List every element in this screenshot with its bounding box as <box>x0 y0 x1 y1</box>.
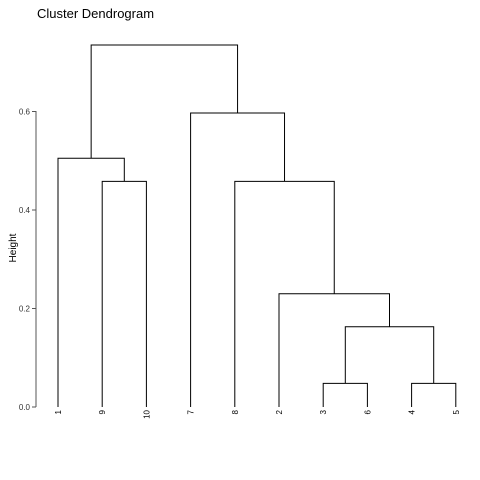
branch-m3 <box>345 327 433 384</box>
y-tick-label: 0.6 <box>19 108 31 117</box>
leaf-label: 3 <box>319 409 328 414</box>
branch-m4 <box>279 294 390 407</box>
leaf-label: 10 <box>142 409 151 418</box>
leaf-label: 9 <box>98 409 107 414</box>
branch-m7 <box>58 158 124 407</box>
branch-m9 <box>91 45 237 158</box>
branch-m1 <box>323 383 367 407</box>
branch-m8 <box>191 113 285 407</box>
leaf-label: 2 <box>275 409 284 414</box>
leaf-label: 4 <box>408 409 417 414</box>
chart-title: Cluster Dendrogram <box>37 6 154 21</box>
y-tick-label: 0.4 <box>19 206 31 215</box>
y-tick-label: 0.2 <box>19 305 31 314</box>
leaf-label: 5 <box>452 409 461 414</box>
branch-m2 <box>412 383 456 407</box>
dendrogram-branches <box>58 45 456 407</box>
leaf-labels: 1 9 10 7 8 2 3 6 4 5 <box>54 409 461 418</box>
branch-m5 <box>102 181 146 407</box>
y-axis-label: Height <box>8 233 19 262</box>
y-tick-label: 0.0 <box>19 403 31 412</box>
leaf-label: 8 <box>231 409 240 414</box>
y-axis: 0.0 0.2 0.4 0.6 <box>19 108 36 413</box>
leaf-label: 6 <box>363 409 372 414</box>
leaf-label: 7 <box>187 409 196 414</box>
leaf-label: 1 <box>54 409 63 414</box>
